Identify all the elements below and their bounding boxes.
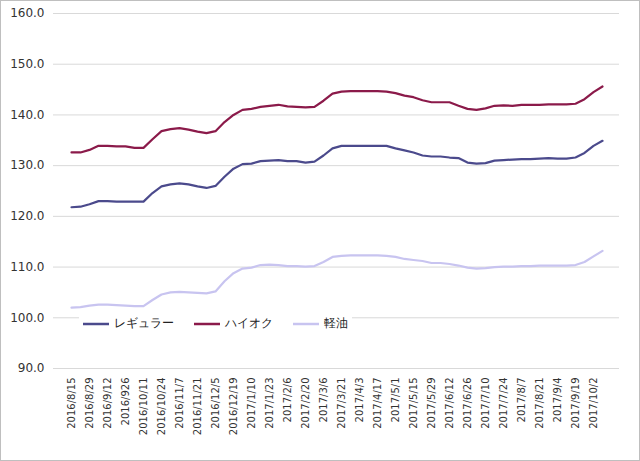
svg-text:2016/12/19: 2016/12/19 (228, 378, 239, 436)
svg-text:2016/11/21: 2016/11/21 (192, 378, 203, 436)
svg-text:2017/10/2: 2017/10/2 (588, 378, 599, 429)
svg-text:2017/4/3: 2017/4/3 (354, 378, 365, 423)
svg-text:160.0: 160.0 (10, 6, 44, 20)
svg-text:2017/5/15: 2017/5/15 (408, 378, 419, 429)
svg-text:2016/11/7: 2016/11/7 (174, 378, 185, 429)
svg-text:2016/10/11: 2016/10/11 (138, 378, 149, 436)
svg-text:120.0: 120.0 (10, 209, 44, 223)
html-text:レギュラー: レギュラー (114, 316, 174, 330)
svg-text:2016/926: 2016/926 (120, 378, 131, 426)
svg-text:2017/1/23: 2017/1/23 (264, 378, 275, 429)
html-text:ハイオク: ハイオク (225, 316, 273, 330)
svg-text:2016/8/29: 2016/8/29 (84, 378, 95, 429)
svg-text:2017/9/19: 2017/9/19 (570, 378, 581, 429)
svg-text:2017/1/10: 2017/1/10 (246, 378, 257, 429)
svg-text:2016/8/15: 2016/8/15 (66, 378, 77, 429)
svg-text:2016/10/24: 2016/10/24 (156, 378, 167, 436)
svg-text:2017/7/10: 2017/7/10 (480, 378, 491, 429)
svg-text:110.0: 110.0 (10, 260, 44, 274)
svg-text:2017/3/21: 2017/3/21 (336, 378, 347, 429)
svg-text:2017/5/29: 2017/5/29 (426, 378, 437, 429)
svg-text:2017/7/24: 2017/7/24 (498, 378, 509, 429)
svg-text:2016/12/5: 2016/12/5 (210, 378, 221, 429)
svg-text:2017/2/20: 2017/2/20 (300, 378, 311, 429)
svg-text:2017/8/21: 2017/8/21 (534, 378, 545, 429)
svg-text:100.0: 100.0 (10, 311, 44, 325)
svg-text:150.0: 150.0 (10, 57, 44, 71)
svg-text:2017/2/6: 2017/2/6 (282, 378, 293, 423)
svg-text:2017/6/26: 2017/6/26 (462, 378, 473, 429)
svg-text:2017/9/4: 2017/9/4 (552, 378, 563, 423)
svg-text:2016/9/12: 2016/9/12 (102, 378, 113, 429)
svg-text:140.0: 140.0 (10, 108, 44, 122)
svg-text:90.0: 90.0 (18, 361, 45, 375)
svg-text:2017/6/12: 2017/6/12 (444, 378, 455, 429)
svg-text:2017/5/1: 2017/5/1 (390, 378, 401, 423)
svg-text:2017/8/7: 2017/8/7 (516, 378, 527, 423)
svg-text:2017/3/6: 2017/3/6 (318, 378, 329, 423)
html-text:軽油: 軽油 (324, 316, 348, 330)
svg-text:130.0: 130.0 (10, 158, 44, 172)
svg-text:2017/4/17: 2017/4/17 (372, 378, 383, 429)
